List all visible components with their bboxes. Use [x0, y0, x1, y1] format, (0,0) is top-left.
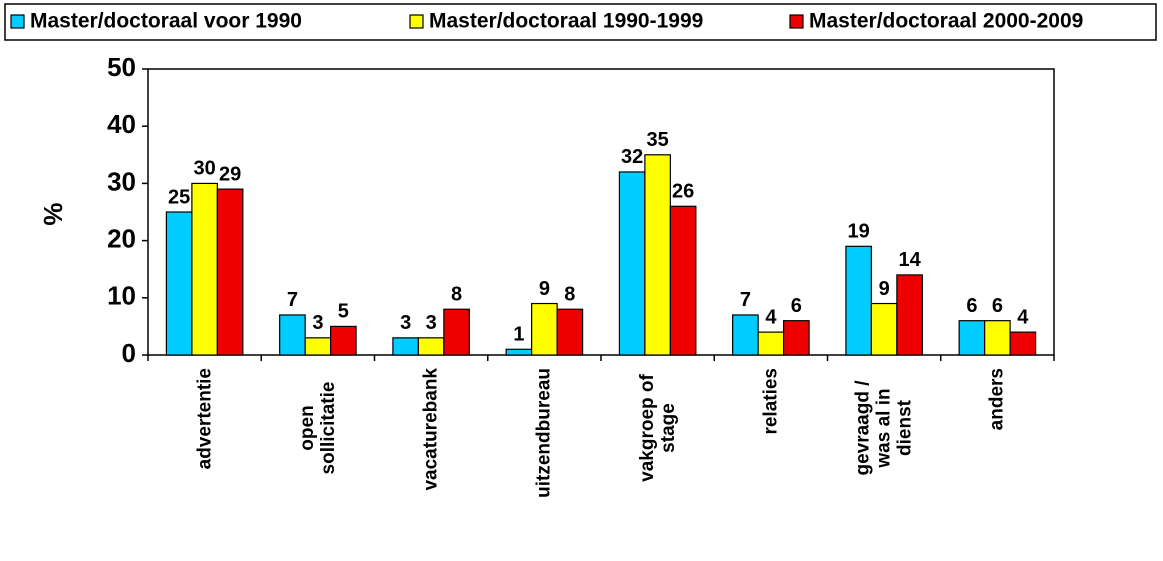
y-tick-label: 0	[122, 338, 136, 368]
bar	[392, 337, 419, 356]
legend-label: Master/doctoraal voor 1990	[30, 10, 302, 33]
x-tick-label: relaties	[760, 368, 782, 435]
bar	[216, 188, 244, 356]
bar	[845, 245, 872, 356]
bar	[304, 337, 332, 356]
y-tick-label: 30	[107, 166, 136, 196]
x-tick-label: anders	[986, 368, 1008, 431]
legend-swatch	[409, 14, 424, 29]
y-axis-label: %	[38, 202, 68, 225]
bar	[644, 154, 671, 356]
bar	[556, 308, 584, 356]
bar	[531, 302, 558, 356]
bar	[896, 274, 923, 356]
data-label: 35	[647, 129, 669, 151]
data-label: 3	[426, 312, 437, 334]
bar	[1009, 331, 1037, 356]
bar	[618, 171, 646, 356]
legend-swatch	[10, 14, 25, 29]
bar	[984, 320, 1011, 356]
x-tick-label: vakgroep of stage	[636, 374, 679, 482]
x-tick-label-box: relaties	[760, 368, 781, 488]
bar	[669, 205, 697, 356]
bar	[279, 314, 306, 356]
bar	[958, 320, 986, 356]
legend-swatch	[789, 14, 804, 29]
y-tick-label: 50	[107, 52, 136, 82]
x-tick-label-box: vakgroep of stage	[637, 368, 679, 488]
bar	[732, 314, 759, 356]
bar	[757, 331, 785, 356]
data-label: 6	[791, 295, 802, 317]
data-label: 9	[879, 278, 890, 300]
data-label: 1	[513, 324, 524, 346]
data-label: 5	[338, 301, 349, 323]
bar	[330, 325, 357, 356]
bar	[165, 211, 193, 356]
x-tick-label-box: open sollicitatie	[297, 368, 339, 488]
data-label: 29	[219, 163, 241, 185]
data-label: 6	[966, 295, 977, 317]
bar	[417, 337, 445, 356]
x-tick-label-box: advertentie	[194, 368, 215, 488]
x-tick-label-box: uitzendbureau	[534, 368, 555, 498]
legend-label: Master/doctoraal 2000-2009	[809, 10, 1083, 33]
data-label: 32	[621, 146, 643, 168]
y-tick-label: 20	[107, 223, 136, 253]
x-tick-label: open sollicitatie	[296, 381, 339, 475]
x-tick-label: uitzendbureau	[533, 368, 555, 498]
x-tick-label-box: gevraagd / was al in dienst	[853, 368, 916, 488]
x-tick-label: advertentie	[194, 368, 216, 470]
data-label: 9	[539, 278, 550, 300]
y-tick-label: 40	[107, 109, 136, 139]
x-tick-label-box: vacaturebank	[420, 368, 442, 491]
x-tick-label: gevraagd / was al in dienst	[852, 380, 916, 476]
bar	[443, 308, 470, 356]
data-label: 7	[287, 289, 298, 311]
legend-box	[4, 3, 1157, 41]
data-label: 7	[740, 289, 751, 311]
x-tick-label: vacaturebank	[420, 368, 442, 491]
data-label: 6	[992, 295, 1003, 317]
bar	[870, 302, 898, 356]
data-label: 26	[672, 181, 694, 203]
data-label: 30	[194, 158, 216, 180]
bar	[783, 320, 810, 356]
legend-label: Master/doctoraal 1990-1999	[429, 10, 703, 33]
data-label: 14	[898, 249, 921, 271]
data-label: 3	[312, 312, 323, 334]
data-label: 8	[451, 284, 462, 306]
y-tick-label: 10	[107, 281, 136, 311]
bar	[191, 182, 218, 356]
data-label: 25	[168, 186, 190, 208]
x-tick-label-box: anders	[987, 368, 1008, 488]
data-label: 8	[564, 284, 575, 306]
data-label: 3	[400, 312, 411, 334]
data-label: 19	[848, 221, 870, 243]
data-label: 4	[765, 306, 777, 328]
data-label: 4	[1017, 306, 1029, 328]
bar	[505, 348, 533, 356]
